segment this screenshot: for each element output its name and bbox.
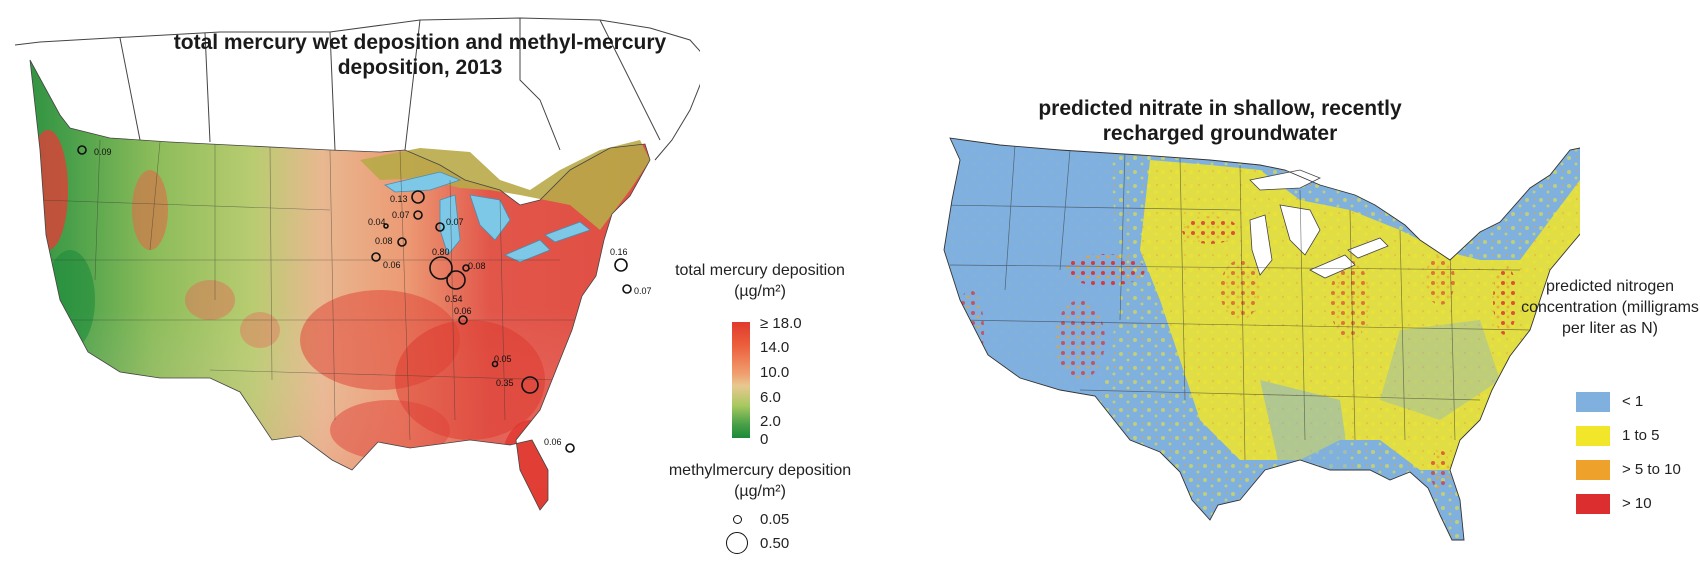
site-label: 0.35 xyxy=(496,378,514,388)
site-label: 0.06 xyxy=(544,437,562,447)
site-label: 0.54 xyxy=(445,294,463,304)
site-circle xyxy=(77,145,87,155)
methylmercury-legend-title: methylmercury deposition (µg/m²) xyxy=(668,462,852,500)
legend-label: > 10 xyxy=(1622,495,1652,512)
site-circle xyxy=(565,443,575,453)
site-label: 0.06 xyxy=(454,306,472,316)
legend-label: < 1 xyxy=(1622,393,1644,410)
site-circle xyxy=(435,222,445,232)
legend-swatch-5to10 xyxy=(1576,460,1610,480)
site-circle xyxy=(622,284,632,294)
site-label: 0.13 xyxy=(390,194,408,204)
colorbar-tick: ≥ 18.0 xyxy=(760,315,802,332)
nitrate-map xyxy=(943,137,1580,541)
colorbar-tick: 14.0 xyxy=(760,339,790,356)
site-circle xyxy=(491,360,499,368)
colorbar-tick: 10.0 xyxy=(760,364,790,381)
mercury-map: 0.09 0.13 0.07 0.04 0.07 0.08 0.06 0.80 … xyxy=(14,17,700,511)
legend-swatch-lt1 xyxy=(1576,392,1610,412)
site-circle xyxy=(458,315,468,325)
site-label: 0.04 xyxy=(368,217,386,227)
site-label: 0.09 xyxy=(94,147,112,157)
site-label: 0.07 xyxy=(392,210,410,220)
right-map-title: predicted nitrate in shallow, recently r… xyxy=(1038,97,1402,145)
colorbar-tick: 2.0 xyxy=(760,413,781,430)
site-label: 0.07 xyxy=(634,286,652,296)
site-circle xyxy=(462,264,470,272)
site-circle xyxy=(446,270,466,290)
legend-swatch-gt10 xyxy=(1576,494,1610,514)
mercury-legend-title: total mercury deposition (µg/m²) xyxy=(675,262,845,300)
methyl-legend-item: 0.05 xyxy=(760,511,790,528)
colorbar-tick: 6.0 xyxy=(760,389,781,406)
site-circle xyxy=(397,237,407,247)
site-circle xyxy=(371,252,381,262)
methylmercury-sites xyxy=(77,145,632,453)
legend-swatch-1to5 xyxy=(1576,426,1610,446)
site-label: 0.08 xyxy=(375,236,393,246)
site-label: 0.16 xyxy=(610,247,628,257)
mercury-colorbar xyxy=(732,322,750,438)
site-circle xyxy=(411,190,425,204)
small-circle-symbol xyxy=(733,515,742,524)
methyl-legend-item: 0.50 xyxy=(760,535,790,552)
site-label: 0.06 xyxy=(383,260,401,270)
site-circle xyxy=(413,210,423,220)
colorbar-tick: 0 xyxy=(760,431,769,448)
left-map-title: total mercury wet deposition and methyl-… xyxy=(173,31,667,79)
site-label: 0.05 xyxy=(494,354,512,364)
site-label: 0.07 xyxy=(446,217,464,227)
site-circle xyxy=(429,256,453,280)
site-labels: 0.09 0.13 0.07 0.04 0.07 0.08 0.06 0.80 … xyxy=(94,147,652,447)
site-label: 0.80 xyxy=(432,247,450,257)
site-label: 0.08 xyxy=(468,261,486,271)
large-circle-symbol xyxy=(726,532,748,554)
legend-label: > 5 to 10 xyxy=(1622,461,1681,478)
site-circle xyxy=(614,258,628,272)
site-circle xyxy=(521,376,539,394)
nitrogen-legend-title: predicted nitrogen concentration (millig… xyxy=(1521,278,1699,337)
legend-label: 1 to 5 xyxy=(1622,427,1660,444)
site-circle xyxy=(383,223,389,229)
